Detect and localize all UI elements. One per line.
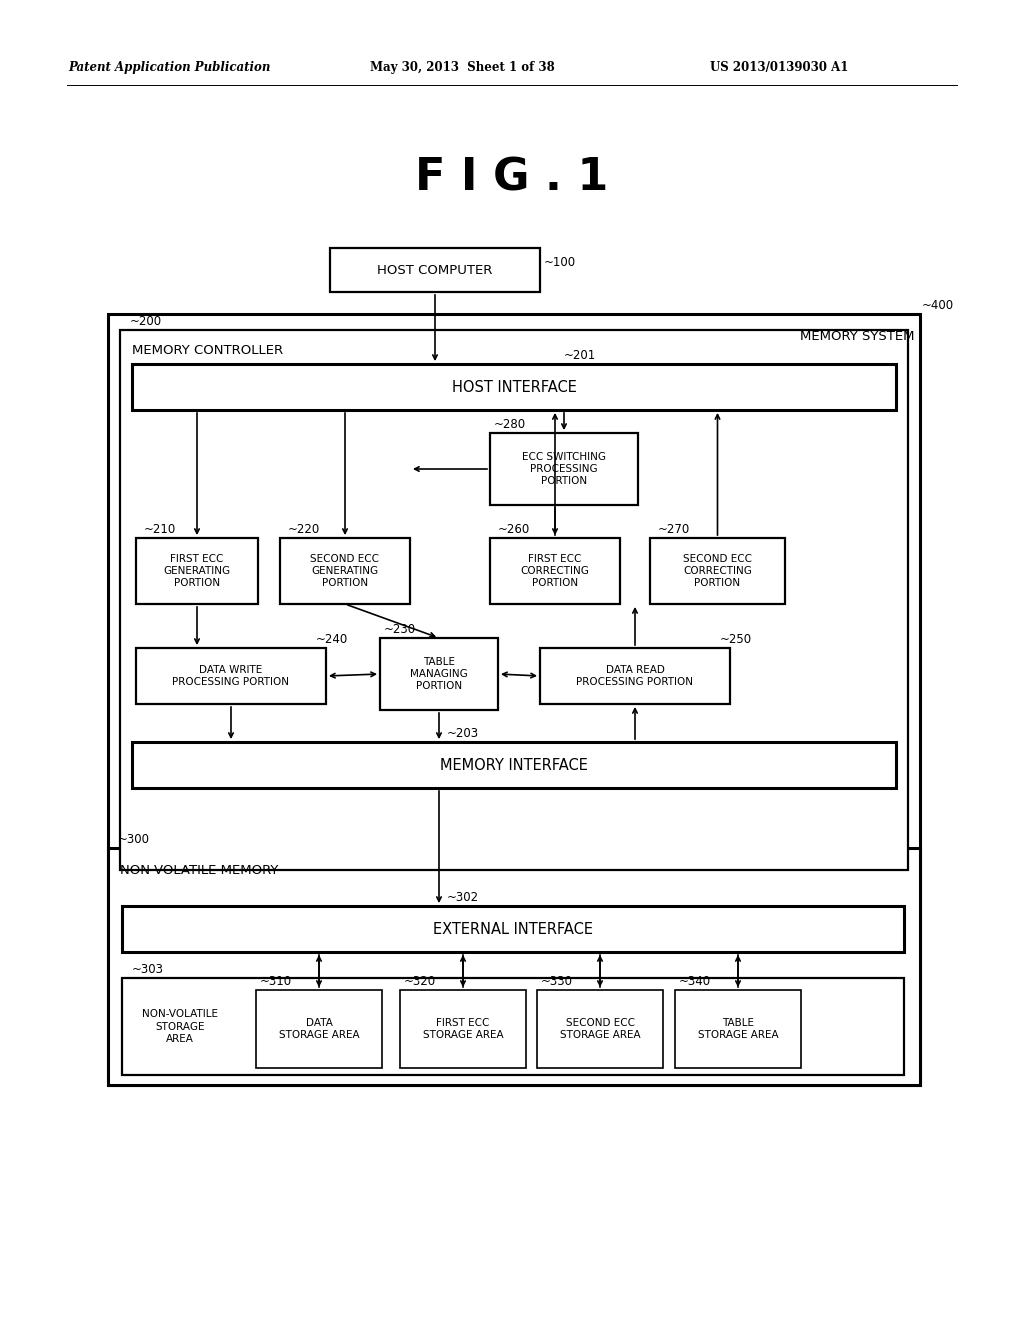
Bar xyxy=(132,742,896,788)
Text: EXTERNAL INTERFACE: EXTERNAL INTERFACE xyxy=(433,921,593,936)
Text: ~302: ~302 xyxy=(447,891,479,904)
Text: ~330: ~330 xyxy=(541,975,573,987)
Text: DATA READ
PROCESSING PORTION: DATA READ PROCESSING PORTION xyxy=(577,665,693,688)
Text: TABLE
STORAGE AREA: TABLE STORAGE AREA xyxy=(697,1018,778,1040)
Text: ~220: ~220 xyxy=(288,523,321,536)
Bar xyxy=(108,847,920,1085)
Bar xyxy=(132,364,896,411)
Bar xyxy=(540,648,730,704)
Text: ~250: ~250 xyxy=(720,634,752,645)
Text: ECC SWITCHING
PROCESSING
PORTION: ECC SWITCHING PROCESSING PORTION xyxy=(522,451,606,486)
Bar xyxy=(136,648,326,704)
Bar xyxy=(280,539,410,605)
Bar xyxy=(122,978,904,1074)
Text: ~280: ~280 xyxy=(494,418,526,432)
Text: DATA WRITE
PROCESSING PORTION: DATA WRITE PROCESSING PORTION xyxy=(172,665,290,688)
Bar xyxy=(120,330,908,870)
Bar xyxy=(675,990,801,1068)
Bar xyxy=(380,638,498,710)
Text: ~210: ~210 xyxy=(144,523,176,536)
Text: FIRST ECC
CORRECTING
PORTION: FIRST ECC CORRECTING PORTION xyxy=(520,553,590,589)
Text: FIRST ECC
STORAGE AREA: FIRST ECC STORAGE AREA xyxy=(423,1018,504,1040)
Text: ~240: ~240 xyxy=(316,634,348,645)
Text: Patent Application Publication: Patent Application Publication xyxy=(68,62,270,74)
Text: ~100: ~100 xyxy=(544,256,577,269)
Text: FIRST ECC
GENERATING
PORTION: FIRST ECC GENERATING PORTION xyxy=(164,553,230,589)
Bar xyxy=(650,539,785,605)
Text: ~303: ~303 xyxy=(132,964,164,975)
Text: ~300: ~300 xyxy=(118,833,150,846)
Text: SECOND ECC
STORAGE AREA: SECOND ECC STORAGE AREA xyxy=(560,1018,640,1040)
Text: ~340: ~340 xyxy=(679,975,711,987)
Text: F I G . 1: F I G . 1 xyxy=(416,157,608,199)
Text: ~203: ~203 xyxy=(447,727,479,741)
Bar xyxy=(256,990,382,1068)
Bar xyxy=(330,248,540,292)
Text: ~230: ~230 xyxy=(384,623,416,636)
Text: MEMORY INTERFACE: MEMORY INTERFACE xyxy=(440,758,588,772)
Bar xyxy=(136,539,258,605)
Text: MEMORY CONTROLLER: MEMORY CONTROLLER xyxy=(132,345,283,356)
Text: DATA
STORAGE AREA: DATA STORAGE AREA xyxy=(279,1018,359,1040)
Text: ~310: ~310 xyxy=(260,975,292,987)
Text: TABLE
MANAGING
PORTION: TABLE MANAGING PORTION xyxy=(411,656,468,692)
Text: ~260: ~260 xyxy=(498,523,530,536)
Bar xyxy=(537,990,663,1068)
Text: ~200: ~200 xyxy=(130,315,162,327)
Bar xyxy=(490,539,620,605)
Bar xyxy=(108,314,920,1085)
Bar xyxy=(122,906,904,952)
Text: US 2013/0139030 A1: US 2013/0139030 A1 xyxy=(710,62,848,74)
Text: ~201: ~201 xyxy=(564,348,596,362)
Text: SECOND ECC
CORRECTING
PORTION: SECOND ECC CORRECTING PORTION xyxy=(683,553,752,589)
Bar xyxy=(490,433,638,506)
Text: ~320: ~320 xyxy=(404,975,436,987)
Text: ~270: ~270 xyxy=(658,523,690,536)
Text: ~400: ~400 xyxy=(922,300,954,312)
Text: SECOND ECC
GENERATING
PORTION: SECOND ECC GENERATING PORTION xyxy=(310,553,380,589)
Text: HOST INTERFACE: HOST INTERFACE xyxy=(452,380,577,395)
Text: May 30, 2013  Sheet 1 of 38: May 30, 2013 Sheet 1 of 38 xyxy=(370,62,555,74)
Bar xyxy=(400,990,526,1068)
Text: NON-VOLATILE MEMORY: NON-VOLATILE MEMORY xyxy=(120,865,279,876)
Text: MEMORY SYSTEM: MEMORY SYSTEM xyxy=(801,330,915,343)
Text: HOST COMPUTER: HOST COMPUTER xyxy=(377,264,493,276)
Text: NON-VOLATILE
STORAGE
AREA: NON-VOLATILE STORAGE AREA xyxy=(142,1008,218,1044)
